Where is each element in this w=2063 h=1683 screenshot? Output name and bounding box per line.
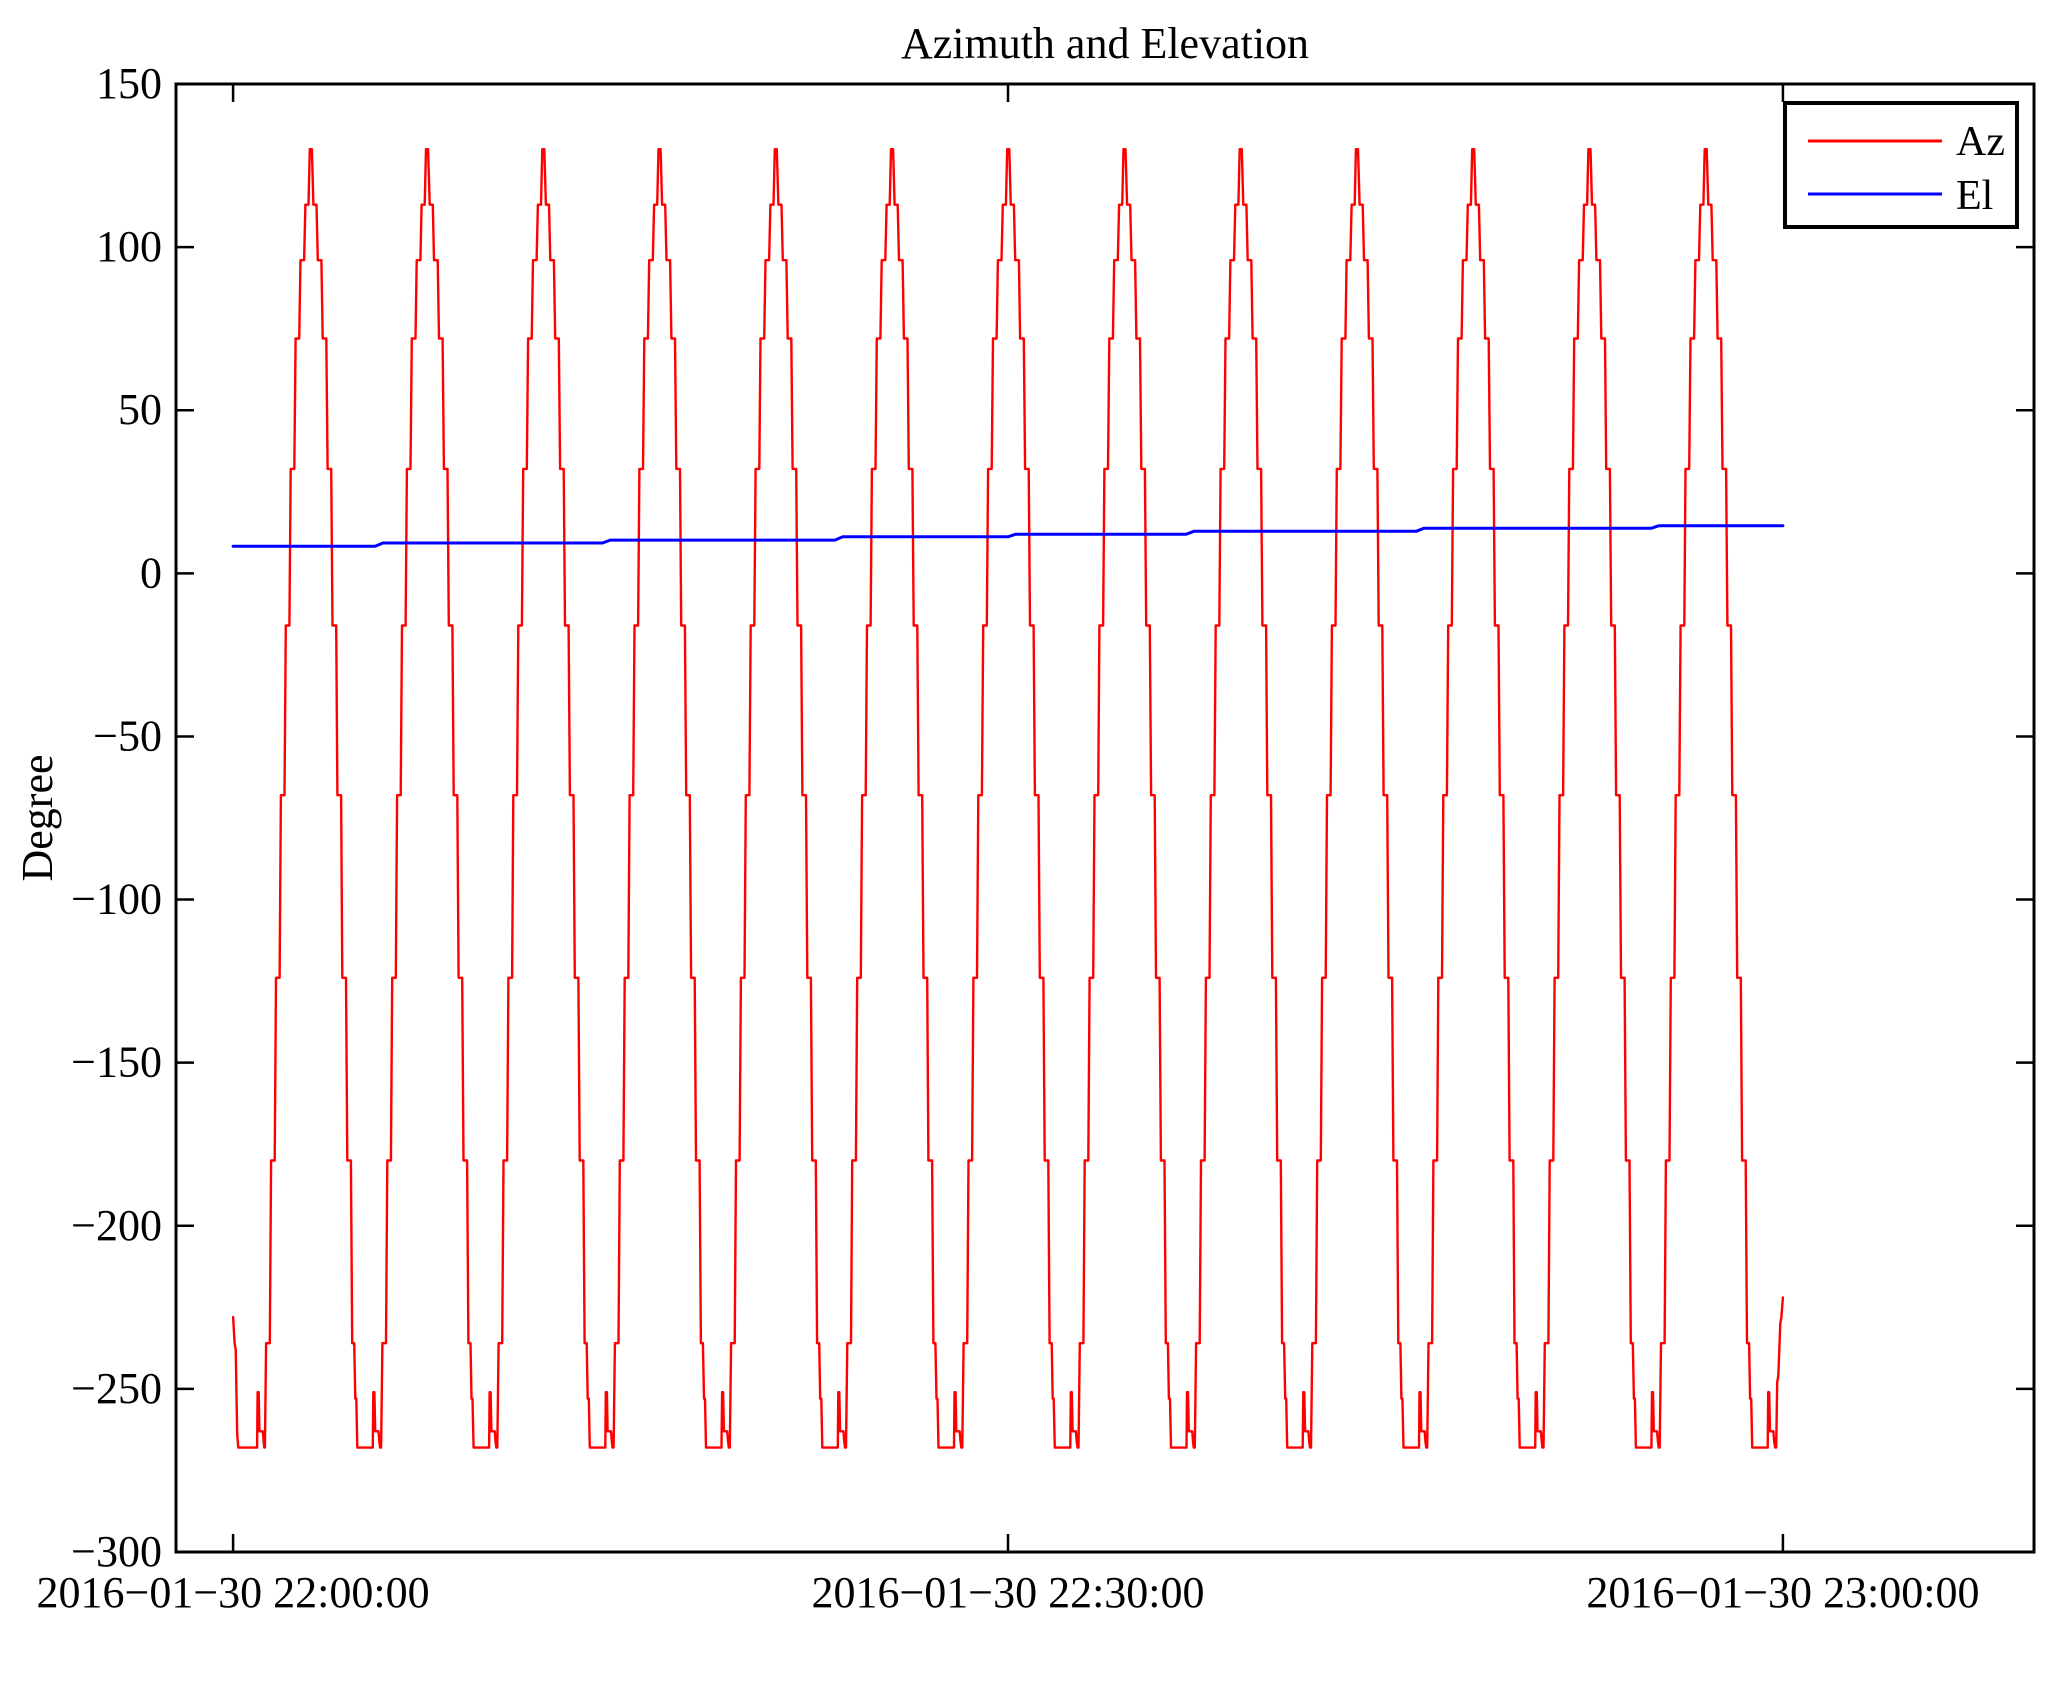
legend-box [1783,101,2019,229]
y-tick-label: −100 [71,875,162,924]
x-tick-label: 2016−01−30 23:00:00 [1586,1568,1979,1617]
series-el-line [231,524,1785,548]
legend-el-label: El [1956,173,1993,219]
series-az-line [231,147,1785,1449]
y-axis-label: Degree [13,754,62,881]
y-tick-label: −50 [93,711,162,760]
x-tick-label: 2016−01−30 22:30:00 [811,1568,1204,1617]
y-tick-label: 100 [96,222,162,271]
x-tick-label: 2016−01−30 22:00:00 [37,1568,430,1617]
axis-ticks: 150100500−50−100−150−200−250−3002016−01−… [37,59,2034,1617]
legend: Az El [1783,101,2019,229]
chart-title: Azimuth and Elevation [901,19,1309,68]
y-tick-label: −300 [71,1527,162,1576]
data-series [231,147,1785,1449]
y-tick-label: −150 [71,1038,162,1087]
y-tick-label: 0 [140,548,162,597]
plot-border [174,82,2036,1554]
legend-az-label: Az [1956,119,2005,165]
y-tick-label: −250 [71,1364,162,1413]
y-tick-label: −200 [71,1201,162,1250]
y-tick-label: 50 [118,385,162,434]
y-tick-label: 150 [96,59,162,108]
